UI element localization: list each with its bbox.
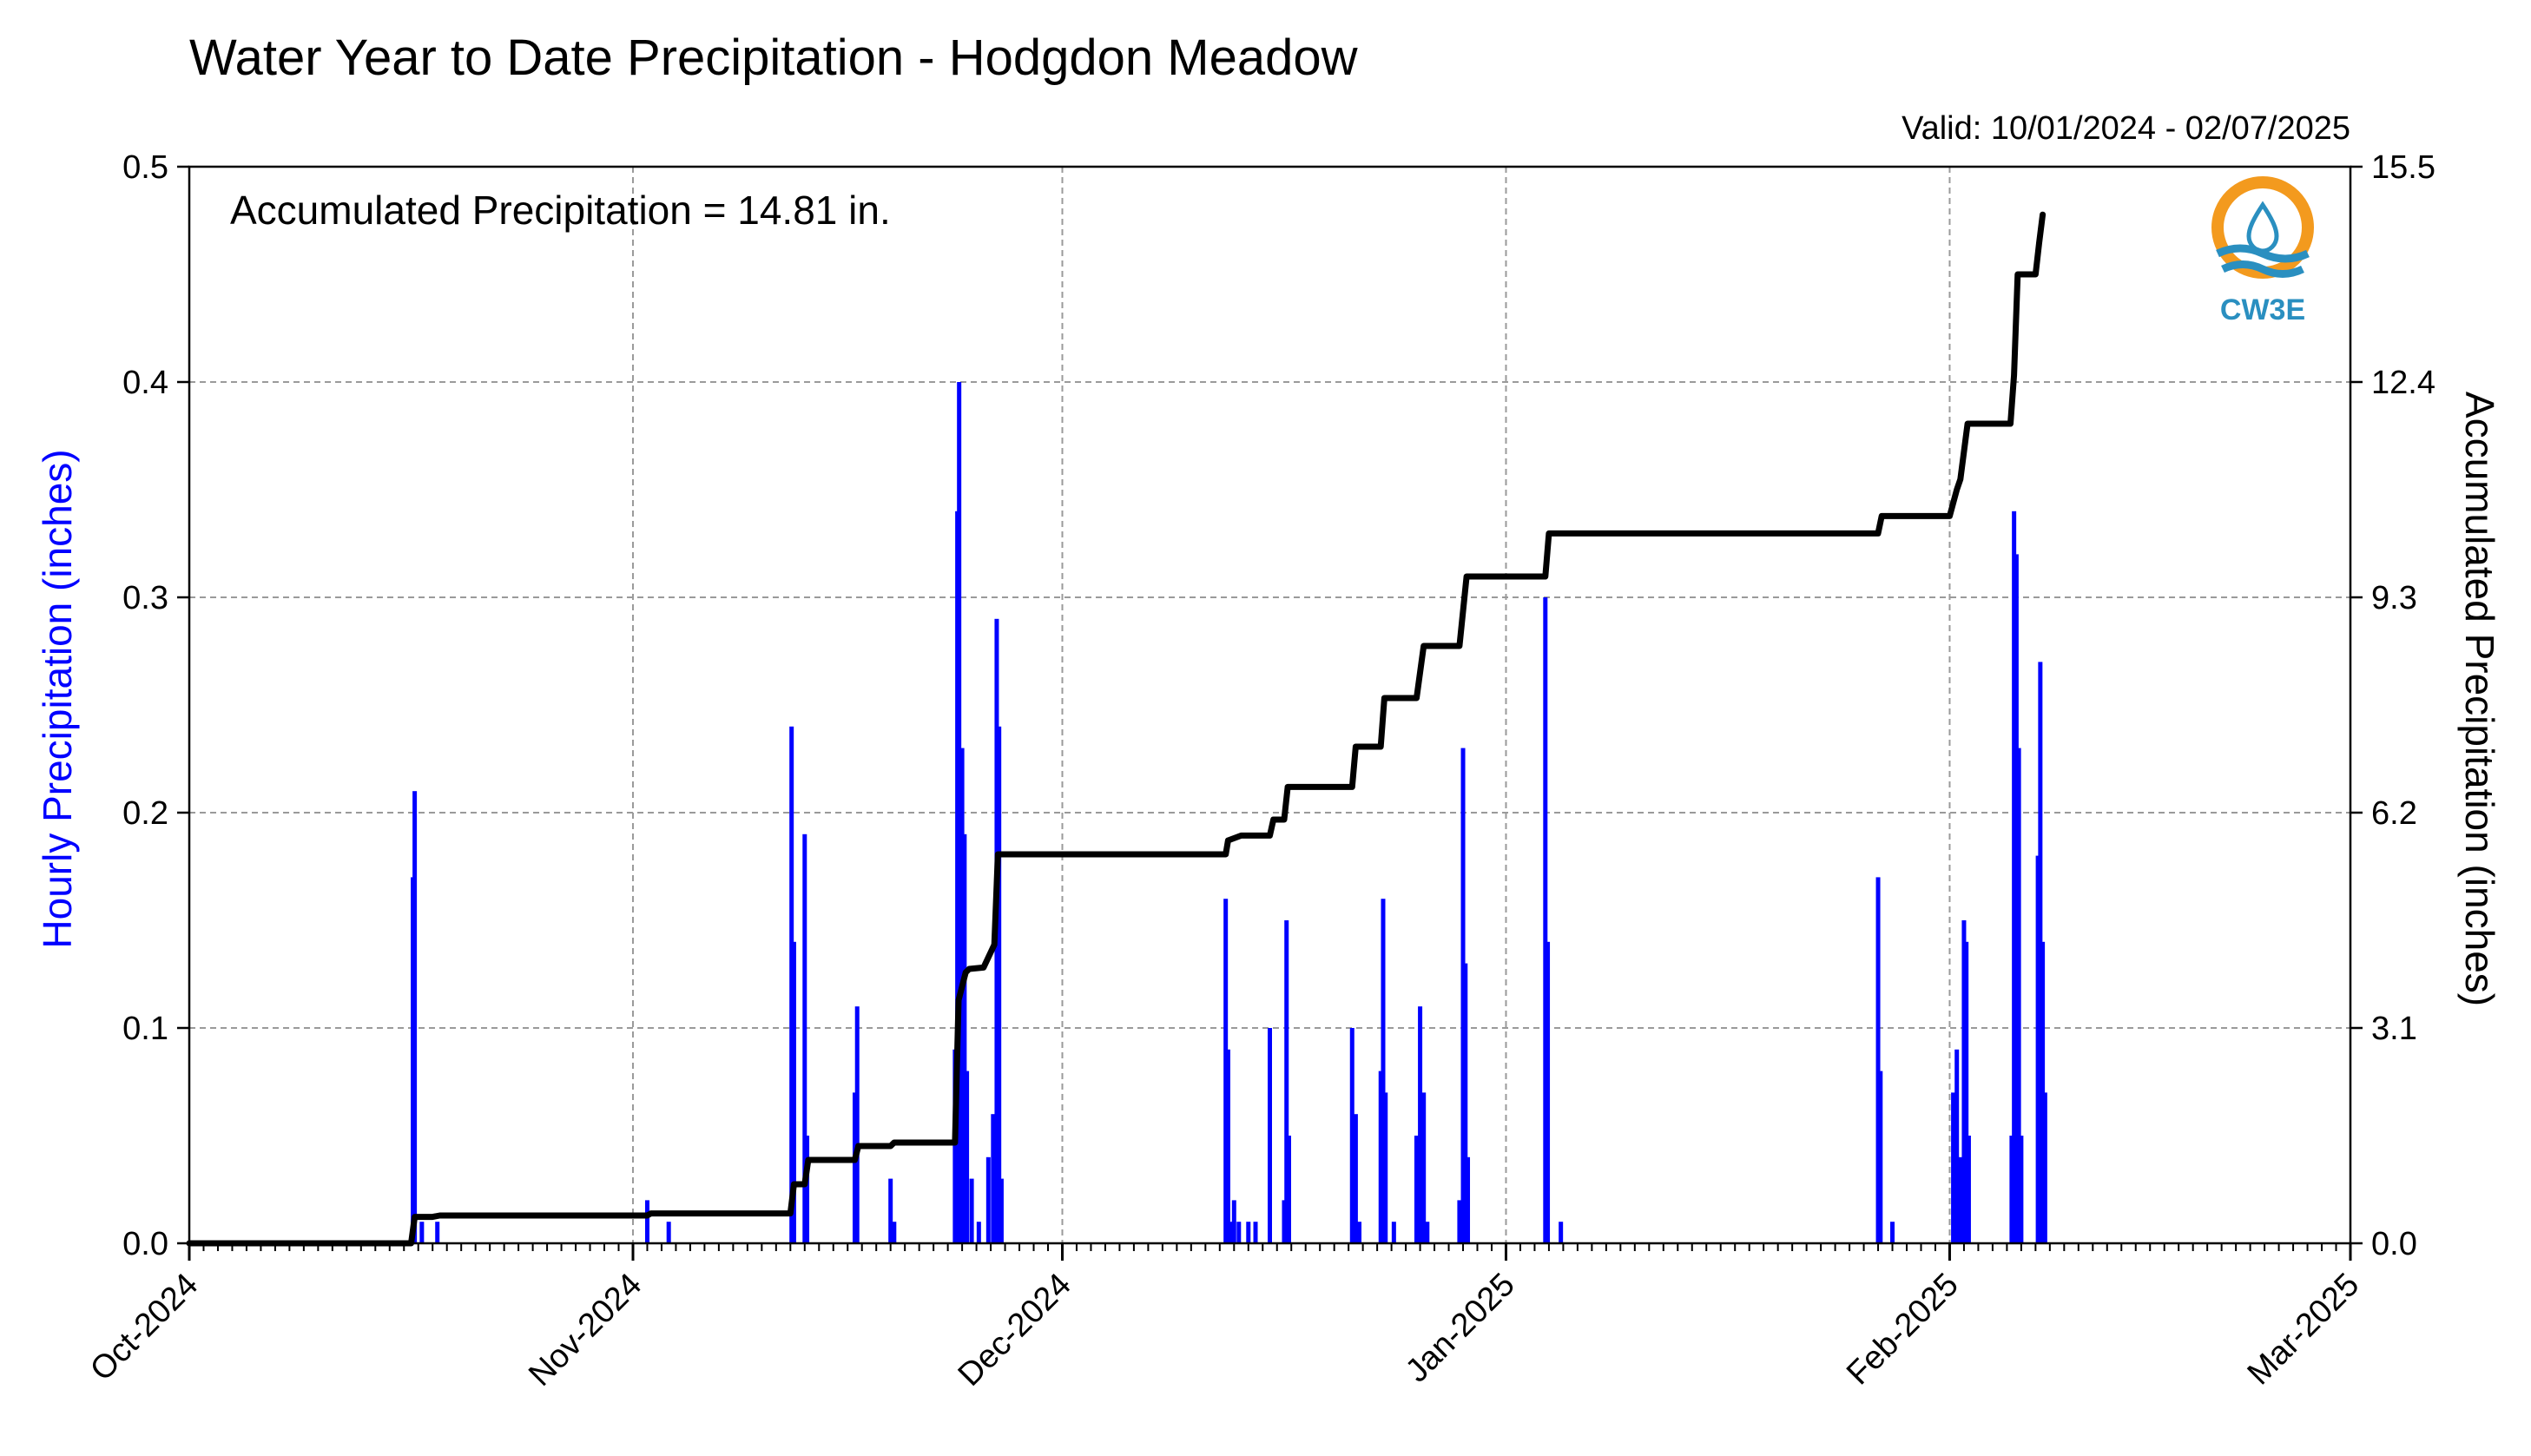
hourly-bar — [1878, 1071, 1883, 1243]
accumulated-precipitation-line-group — [186, 211, 2047, 1247]
hourly-bar — [854, 1006, 860, 1243]
hourly-bar — [1546, 941, 1551, 1243]
hourly-bar — [1284, 920, 1289, 1243]
hourly-bar — [952, 1049, 958, 1243]
hourly-bar — [412, 791, 418, 1243]
logo-text: CW3E — [2220, 293, 2305, 326]
accumulated-annotation: Accumulated Precipitation = 14.81 in. — [230, 188, 891, 233]
left-tick-label: 0.0 — [122, 1226, 168, 1262]
hourly-bar — [1391, 1222, 1396, 1243]
hourly-bar — [1383, 1092, 1388, 1243]
right-axis-ticks: 0.0 3.1 6.2 9.3 12.4 15.5 — [2350, 149, 2435, 1262]
hourly-bar — [644, 1200, 649, 1243]
hourly-bar — [1466, 1156, 1471, 1243]
hourly-bar — [2014, 554, 2019, 1243]
hourly-bar — [965, 1071, 970, 1243]
hourly-bar — [2019, 1136, 2024, 1243]
hourly-bar — [435, 1222, 440, 1243]
plot-frame — [188, 165, 2352, 1245]
hourly-bar — [1246, 1222, 1251, 1243]
hourly-bar — [962, 833, 967, 1243]
hourly-bar — [1349, 1028, 1354, 1243]
hourly-bar — [1268, 1028, 1272, 1243]
hourly-bar — [791, 941, 796, 1243]
hourly-bar — [1414, 1136, 1419, 1243]
hourly-bar — [1231, 1200, 1236, 1243]
hourly-bar — [2038, 662, 2043, 1243]
hourly-bar — [1421, 1092, 1427, 1243]
hourly-bar — [1418, 1006, 1423, 1243]
accumulated-precipitation-line — [186, 211, 2047, 1247]
hourly-bar — [999, 1178, 1004, 1243]
hourly-bar — [1875, 877, 1881, 1243]
hourly-bar — [969, 1178, 974, 1243]
hourly-bar — [1543, 597, 1548, 1243]
hourly-bar — [2012, 511, 2017, 1243]
left-tick-label: 0.4 — [122, 365, 168, 401]
right-tick-label: 3.1 — [2371, 1011, 2417, 1047]
hourly-bar — [1951, 1092, 1956, 1243]
hourly-bar — [2040, 941, 2046, 1243]
left-tick-label: 0.3 — [122, 580, 168, 616]
hourly-bar — [2009, 1136, 2014, 1243]
hourly-bar — [2016, 748, 2021, 1243]
hourly-bar — [2042, 1092, 2047, 1243]
cw3e-logo: CW3E — [2211, 176, 2314, 326]
hourly-bar — [1966, 1136, 1971, 1243]
right-tick-label: 9.3 — [2371, 580, 2417, 616]
hourly-bar — [1381, 899, 1386, 1243]
hourly-bar — [1236, 1222, 1242, 1243]
hourly-bar — [957, 382, 962, 1243]
hourly-bar — [976, 1222, 981, 1243]
left-axis-ticks: 0.0 0.1 0.2 0.3 0.4 0.5 — [122, 149, 189, 1262]
logo-emblem-icon — [2211, 176, 2314, 279]
hourly-bar — [888, 1178, 893, 1243]
hourly-bar — [1457, 1200, 1462, 1243]
hourly-bar — [1463, 963, 1468, 1243]
right-tick-label: 0.0 — [2371, 1226, 2417, 1262]
hourly-bar — [985, 1156, 991, 1243]
hourly-bar — [1890, 1222, 1895, 1243]
hourly-bar — [666, 1222, 671, 1243]
hourly-bar — [1225, 1049, 1230, 1243]
hourly-bar — [1425, 1222, 1430, 1243]
hourly-bar — [1353, 1114, 1358, 1243]
hourly-bar — [1223, 899, 1229, 1243]
y-axis-label-left: Hourly Precipitation (inches) — [35, 449, 80, 948]
hourly-bar — [1559, 1222, 1564, 1243]
hourly-bar — [1286, 1136, 1291, 1243]
hourly-bar — [789, 726, 794, 1243]
right-tick-label: 6.2 — [2371, 795, 2417, 832]
hourly-bar — [802, 833, 807, 1243]
y-axis-label-right: Accumulated Precipitation (inches) — [2457, 392, 2502, 1006]
hourly-bar — [997, 726, 1002, 1243]
left-tick-label: 0.1 — [122, 1011, 168, 1047]
hourly-bar — [1282, 1200, 1287, 1243]
right-tick-label: 12.4 — [2371, 365, 2435, 401]
hourly-bar — [419, 1222, 425, 1243]
hourly-bar — [1954, 1049, 1960, 1243]
hourly-bar — [991, 1114, 996, 1243]
left-tick-label: 0.5 — [122, 149, 168, 186]
valid-date-range: Valid: 10/01/2024 - 02/07/2025 — [1902, 110, 2350, 147]
hourly-bar — [1964, 941, 1969, 1243]
hourly-bar — [1228, 1222, 1233, 1243]
hourly-bar — [1460, 748, 1466, 1243]
hourly-bar — [1357, 1222, 1362, 1243]
hourly-bar — [805, 1136, 810, 1243]
hourly-bar — [1253, 1222, 1258, 1243]
hourly-bar — [1961, 920, 1967, 1243]
hourly-bar — [852, 1092, 857, 1243]
chart-title: Water Year to Date Precipitation - Hodgd… — [189, 30, 1359, 86]
hourly-bar — [1958, 1156, 1963, 1243]
hourly-bar — [892, 1222, 897, 1243]
left-tick-label: 0.2 — [122, 795, 168, 832]
grid-lines — [189, 167, 2350, 1243]
right-tick-label: 15.5 — [2371, 149, 2435, 186]
hourly-bar — [2035, 855, 2040, 1243]
hourly-bar — [1378, 1071, 1383, 1243]
